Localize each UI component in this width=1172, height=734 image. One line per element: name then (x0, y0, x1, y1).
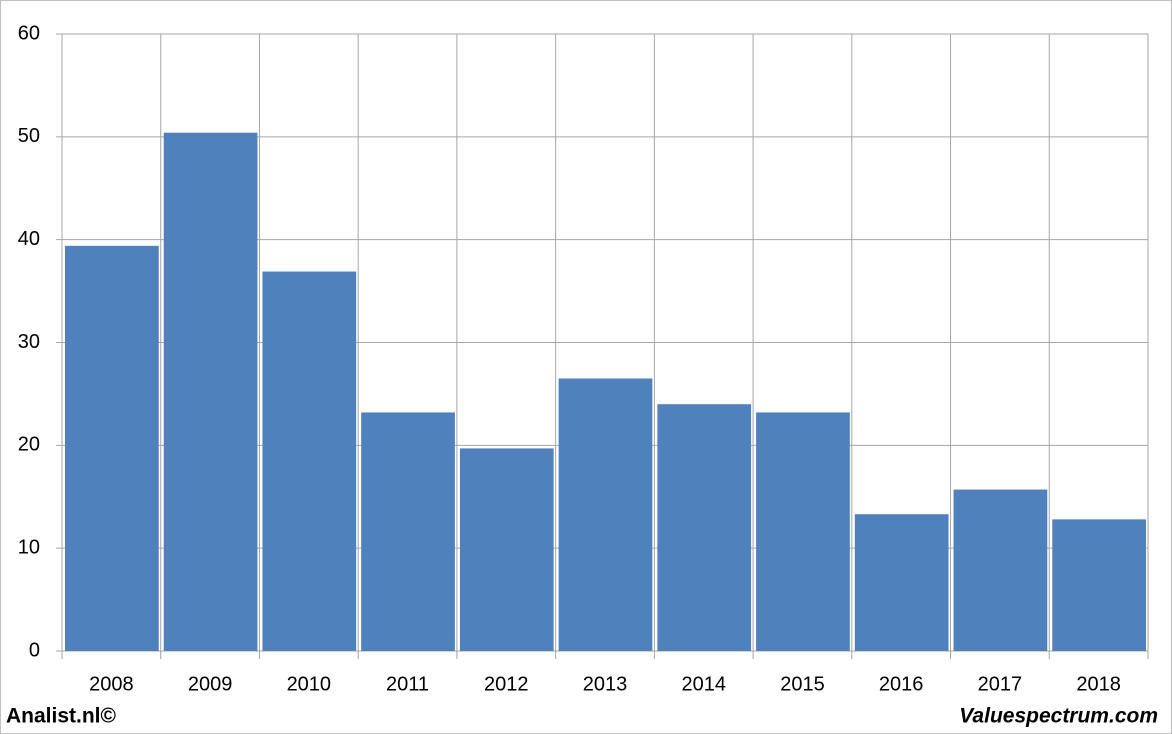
bar (1052, 519, 1146, 651)
bar (953, 489, 1048, 651)
bar (262, 271, 357, 651)
bar (854, 514, 949, 651)
footer-right: Valuespectrum.com (959, 705, 1158, 728)
x-tick-label: 2017 (978, 673, 1023, 695)
bar (163, 132, 258, 652)
y-tick-label: 30 (18, 331, 40, 353)
y-tick-label: 50 (18, 125, 40, 147)
y-tick-label: 0 (29, 639, 40, 661)
x-tick-label: 2018 (1076, 673, 1121, 695)
x-tick-label: 2013 (583, 673, 628, 695)
y-tick-label: 60 (18, 22, 40, 44)
y-tick-label: 10 (18, 536, 40, 558)
x-tick-label: 2009 (188, 673, 233, 695)
bar (657, 404, 752, 651)
bar (756, 412, 850, 651)
y-tick-label: 40 (18, 228, 40, 250)
y-tick-label: 20 (18, 434, 40, 456)
bar (558, 378, 653, 651)
footer-left: Analist.nl© (6, 705, 117, 728)
x-tick-label: 2014 (681, 673, 726, 695)
bar (361, 412, 455, 651)
x-tick-label: 2015 (780, 673, 825, 695)
x-tick-label: 2011 (386, 673, 429, 695)
x-tick-label: 2008 (89, 673, 134, 695)
x-tick-label: 2016 (879, 673, 924, 695)
bar (65, 245, 159, 651)
x-tick-label: 2012 (484, 673, 529, 695)
x-tick-label: 2010 (287, 673, 332, 695)
bar (459, 448, 554, 651)
